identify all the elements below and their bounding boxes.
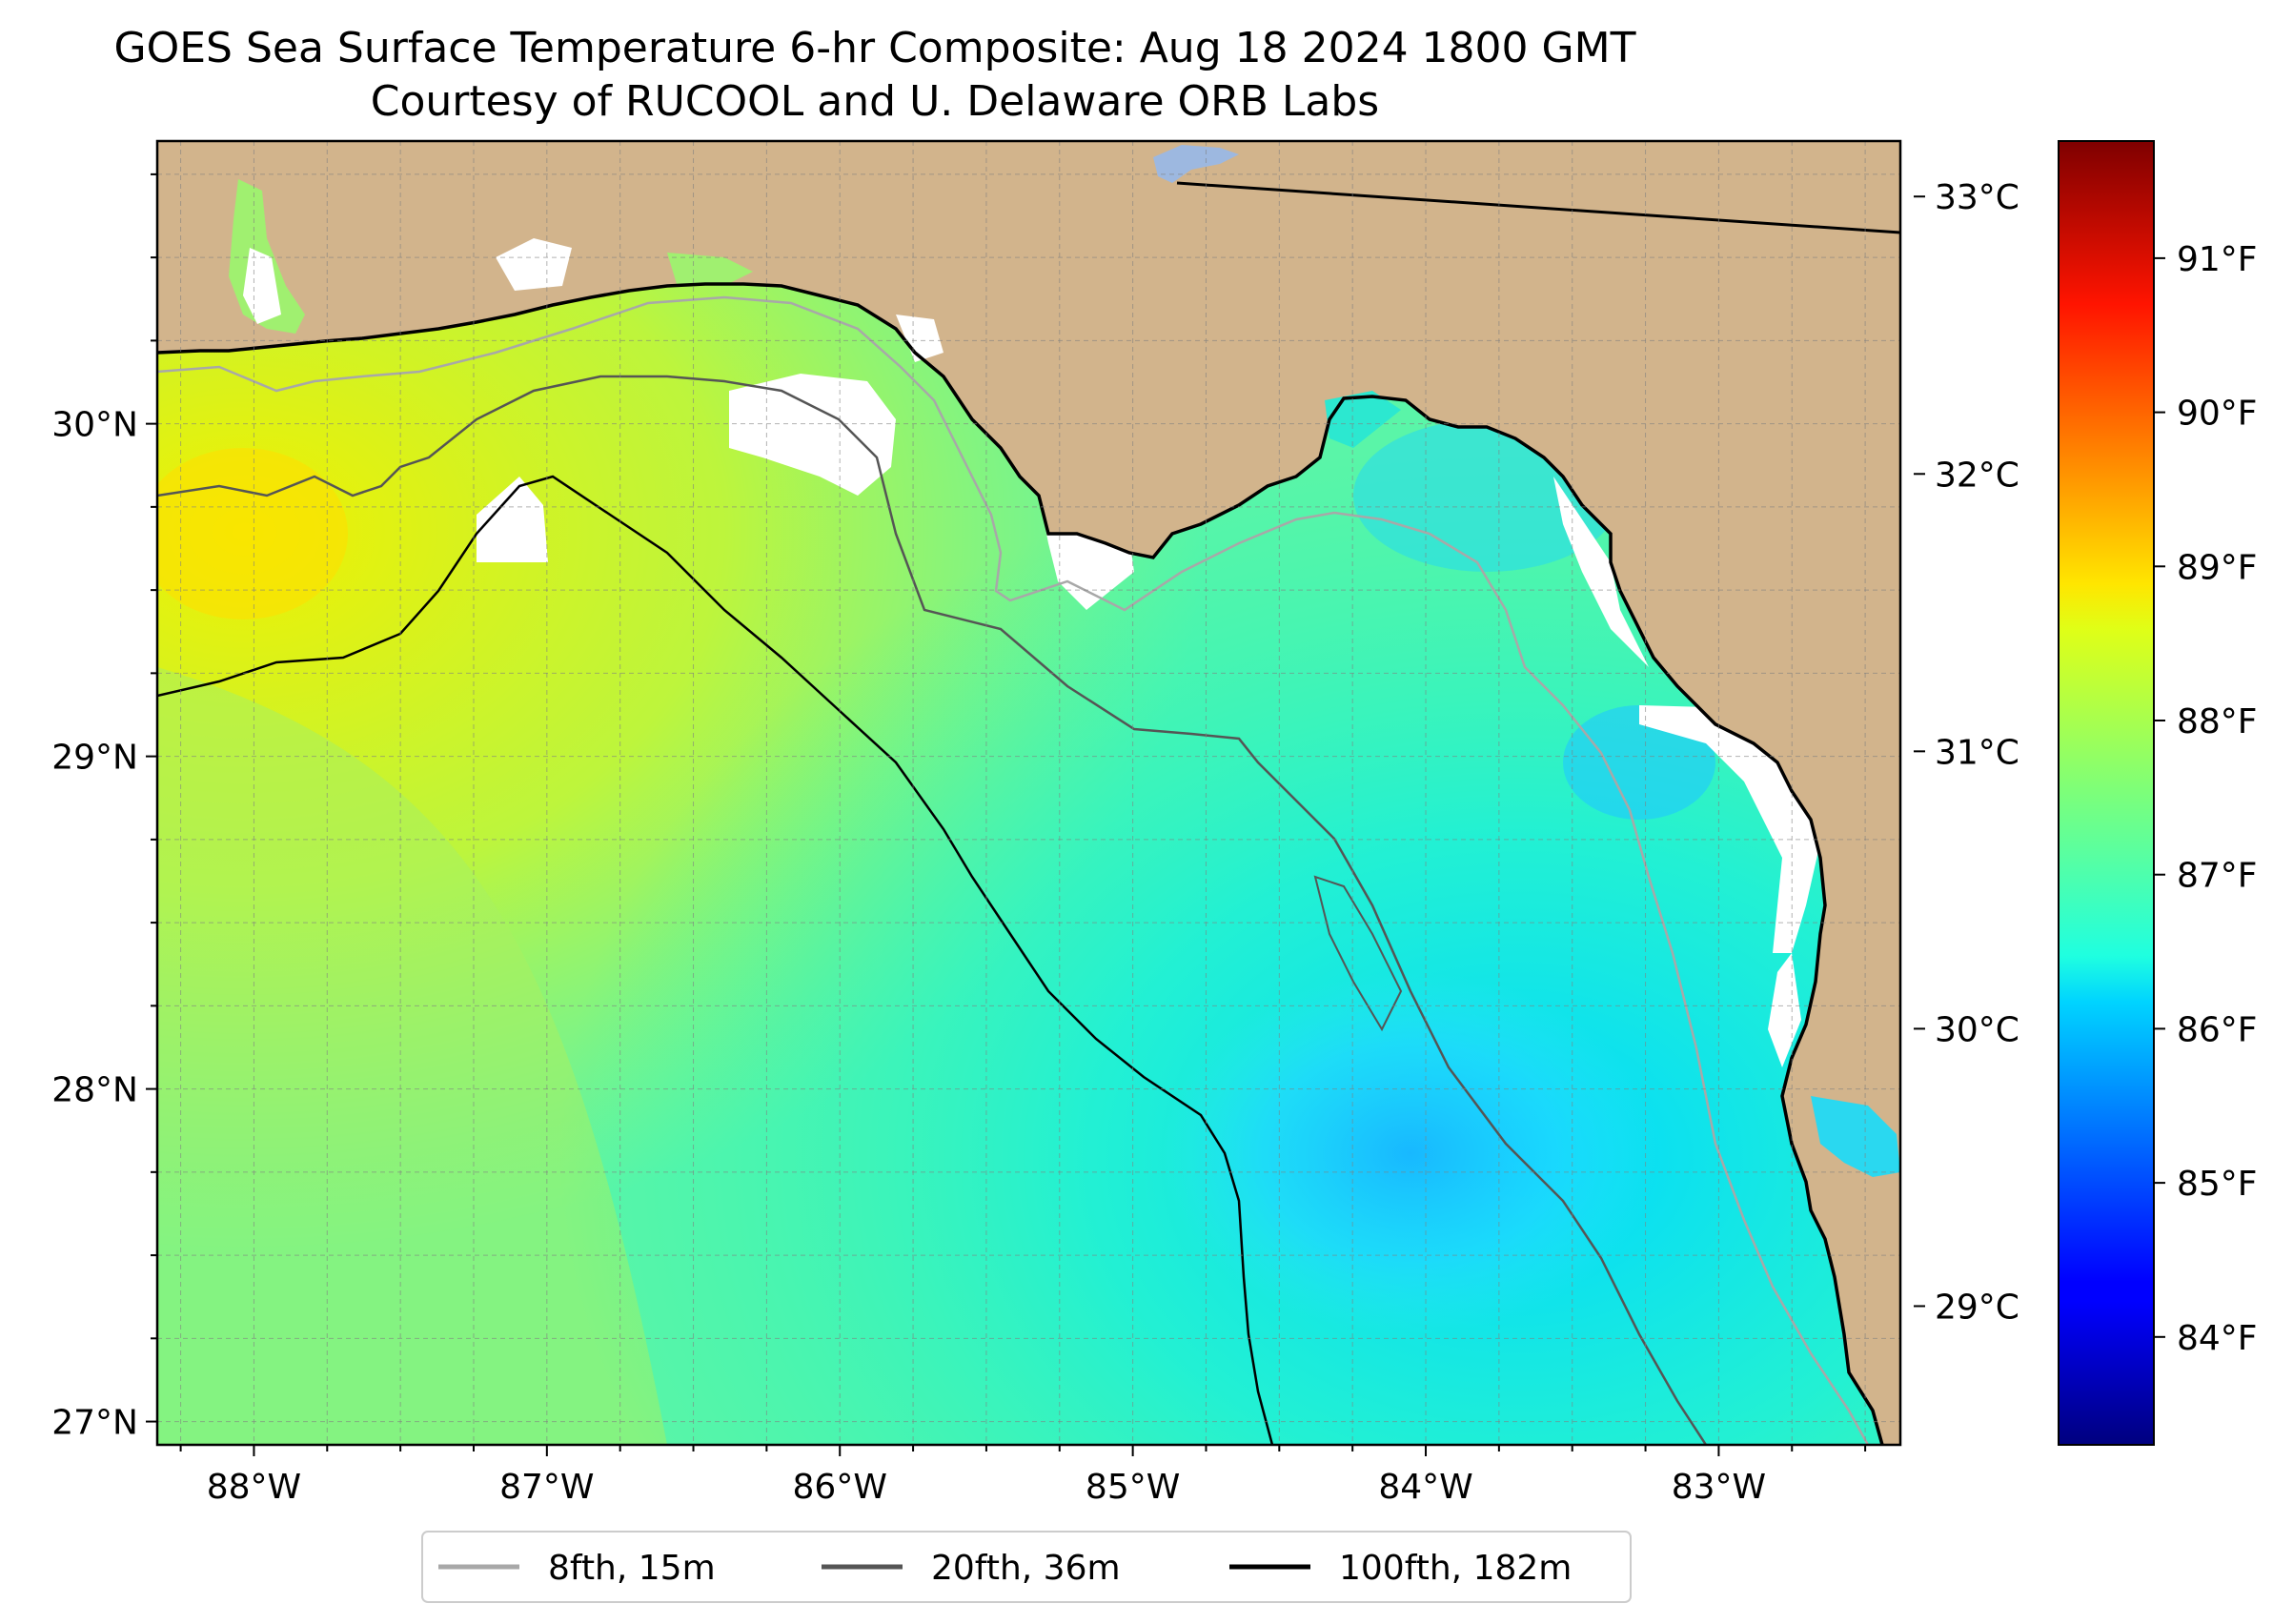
map-title: GOES Sea Surface Temperature 6-hr Compos…: [113, 24, 1636, 72]
lake: [1153, 145, 1239, 183]
lat-tick-label: 27°N: [51, 1404, 138, 1443]
colorbar-c-label: 30°C: [1935, 1010, 2019, 1049]
lat-tick-label: 30°N: [51, 406, 138, 445]
cloud-mask-patch: [1768, 953, 1801, 1067]
map-area: [157, 141, 1900, 1445]
bay-water: [667, 253, 753, 286]
colorbar-f-label: 90°F: [2177, 395, 2258, 434]
map-subtitle: Courtesy of RUCOOL and U. Delaware ORB L…: [370, 77, 1380, 126]
lon-tick-label: 87°W: [499, 1468, 594, 1507]
lon-tick-label: 88°W: [207, 1468, 301, 1507]
isobath-20fth: [157, 375, 1708, 1445]
land-mass: [157, 141, 1900, 1445]
cloud-mask-patch: [477, 477, 548, 562]
lon-tick-label: 86°W: [793, 1468, 887, 1507]
legend-box: [421, 1531, 1632, 1603]
colorbar-f-label: 91°F: [2177, 240, 2258, 279]
legend-label-20fth: 20fth, 36m: [931, 1549, 1121, 1588]
colorbar: [2058, 140, 2155, 1446]
coastline: [157, 282, 1884, 1445]
bay-no-data: [896, 315, 944, 362]
colorbar-c-label: 29°C: [1935, 1288, 2019, 1327]
cloud-mask-patch: [243, 248, 281, 324]
sst-coolest-patch: [1163, 972, 1658, 1334]
colorbar-c-label: 32°C: [1935, 456, 2019, 495]
legend-label-8fth: 8fth, 15m: [548, 1549, 716, 1588]
colorbar-f-label: 85°F: [2177, 1165, 2258, 1204]
cloud-mask-patch: [1553, 477, 1649, 667]
cloud-mask-patch: [729, 374, 896, 496]
colorbar-c-label: 31°C: [1935, 733, 2019, 772]
lat-tick-label: 29°N: [51, 739, 138, 778]
legend-label-100fth: 100fth, 182m: [1339, 1549, 1572, 1588]
colorbar-f-label: 87°F: [2177, 857, 2258, 896]
latitude-tick-labels: 27°N 28°N 29°N 30°N: [51, 406, 138, 1443]
map-frame: [155, 139, 1902, 1447]
colorbar-fahrenheit-ticks: 84°F 85°F 86°F 87°F 88°F 89°F 90°F 91°F: [2154, 240, 2258, 1358]
lat-tick-label: 28°N: [51, 1071, 138, 1110]
gridlines: [146, 141, 1900, 1456]
isobath-8fth: [157, 295, 1870, 1445]
lon-tick-label: 83°W: [1672, 1468, 1766, 1507]
colorbar-f-label: 89°F: [2177, 548, 2258, 587]
isobath-100fth: [157, 475, 1274, 1445]
tampa-bay: [1811, 1096, 1900, 1177]
colorbar-c-label: 33°C: [1935, 178, 2019, 217]
bay-no-data: [496, 238, 572, 291]
longitude-tick-labels: 88°W 87°W 86°W 85°W 84°W 83°W: [207, 1468, 1766, 1507]
apalachee-bay: [1325, 391, 1401, 448]
colorbar-f-label: 86°F: [2177, 1010, 2258, 1049]
colorbar-celsius-ticks: 29°C 30°C 31°C 32°C 33°C: [1914, 178, 2019, 1327]
state-border: [1176, 181, 1900, 234]
lon-tick-label: 84°W: [1378, 1468, 1472, 1507]
colorbar-f-label: 88°F: [2177, 702, 2258, 741]
isobath-20fth-shoal: [1313, 875, 1403, 1032]
sst-warmest-patch: [157, 448, 348, 619]
legend: 8fth, 15m 20fth, 36m 100fth, 182m: [421, 1531, 1632, 1603]
colorbar-f-label: 84°F: [2177, 1319, 2258, 1358]
lon-tick-label: 85°W: [1086, 1468, 1180, 1507]
